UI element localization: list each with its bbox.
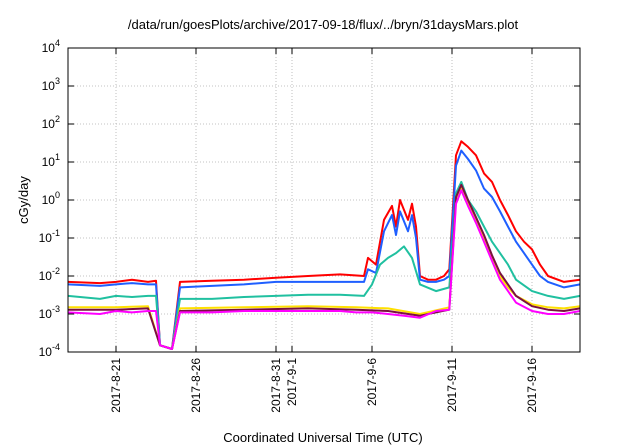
series-line-4: [68, 187, 581, 350]
x-tick-label: 2017-8-31: [269, 358, 283, 413]
y-tick-label: 10-4: [39, 342, 60, 359]
y-tick-label: 10-3: [39, 304, 60, 321]
y-tick-label: 102: [42, 114, 60, 131]
y-tick-label: 10-2: [39, 266, 60, 283]
series-line-6: [67, 189, 581, 350]
y-tick-label: 101: [42, 152, 60, 169]
y-axis-label: cGy/day: [16, 176, 31, 224]
x-tick-label: 2017-9-1: [285, 358, 299, 406]
x-tick-label: 2017-9-16: [525, 358, 539, 413]
y-axis: 10-4 10-3 10-2 10-1 100 101 102 103 104: [39, 38, 580, 359]
series-line-1: [67, 140, 581, 350]
y-tick-label: 104: [42, 38, 60, 55]
y-tick-label: 10-1: [39, 228, 60, 245]
x-tick-label: 2017-8-21: [109, 358, 123, 413]
x-tick-label: 2017-9-11: [445, 358, 459, 412]
x-tick-label: 2017-9-6: [365, 358, 379, 406]
x-axis-label: Coordinated Universal Time (UTC): [223, 430, 422, 445]
x-axis: 2017-8-21 2017-8-26 2017-8-31 2017-9-1 2017-…: [109, 48, 539, 413]
series-layer: [67, 140, 581, 350]
chart-title: /data/run/goesPlots/archive/2017-09-18/f…: [128, 17, 519, 32]
y-tick-label: 100: [42, 190, 60, 207]
y-tick-label: 103: [42, 76, 60, 93]
series-line-2: [67, 149, 581, 350]
series-line-5: [68, 183, 581, 350]
x-tick-label: 2017-8-26: [189, 358, 203, 413]
